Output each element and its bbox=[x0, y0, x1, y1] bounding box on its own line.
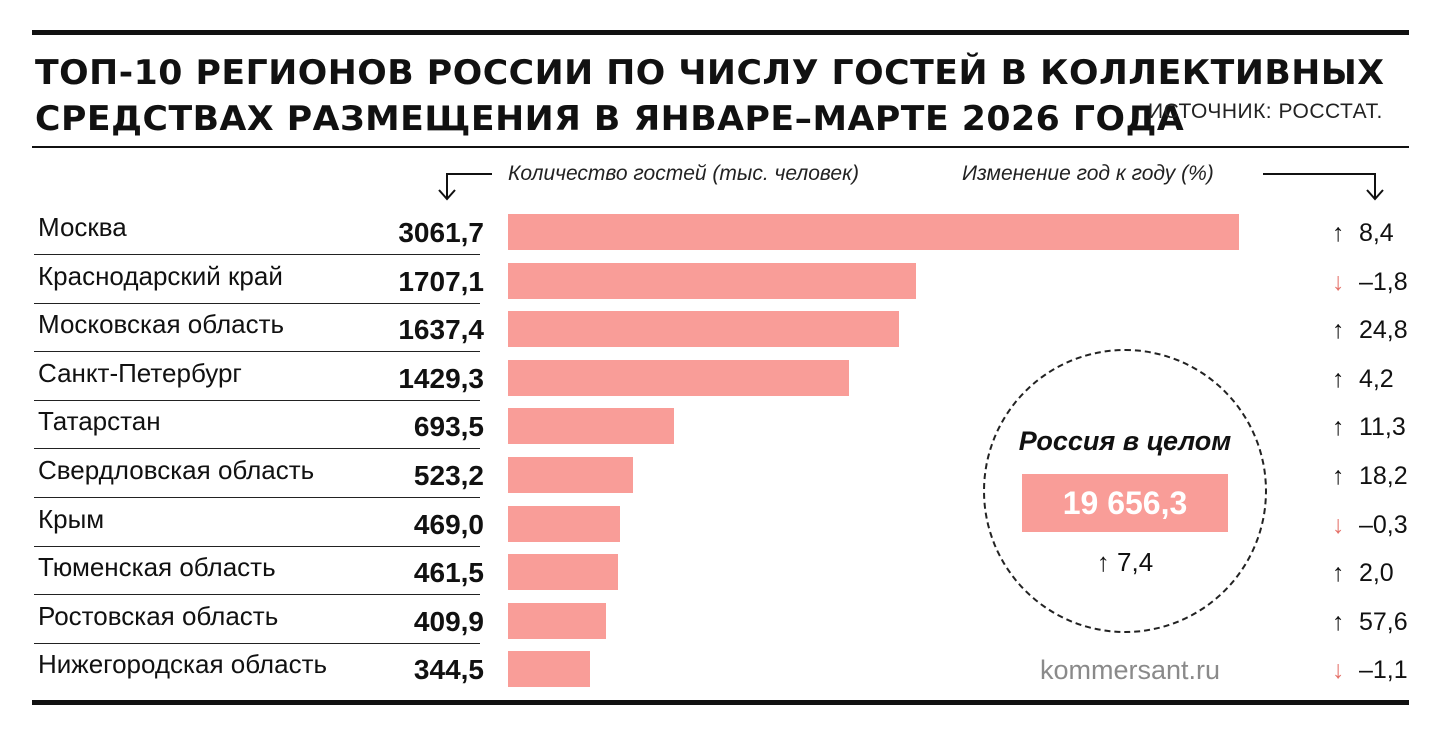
bar bbox=[508, 554, 619, 591]
change-column-header: Изменение год к году (%) bbox=[962, 162, 1214, 185]
change-header-arrow-icon bbox=[1263, 173, 1384, 201]
row-separator bbox=[34, 351, 480, 353]
up-arrow-icon: ↑ bbox=[1332, 462, 1345, 490]
up-arrow-icon: ↑ bbox=[1332, 364, 1345, 393]
bar bbox=[508, 262, 916, 299]
region-name: Крым bbox=[38, 503, 105, 534]
yoy-change: ↑ 11,3 bbox=[1332, 409, 1406, 445]
row-separator bbox=[34, 448, 480, 450]
region-row: Свердловская область 523,2 ↑ 18,2 bbox=[34, 452, 1409, 496]
bottom-rule bbox=[32, 700, 1409, 705]
yoy-change-value: –1,8 bbox=[1352, 267, 1408, 296]
guests-value-label: 3061,7 bbox=[398, 217, 484, 248]
bar bbox=[508, 214, 1239, 250]
down-arrow-icon: ↓ bbox=[1332, 656, 1345, 685]
region-name: Московская область bbox=[38, 309, 285, 340]
source-note: ИСТОЧНИК: РОССТАТ. bbox=[1148, 100, 1383, 123]
yoy-change-value: 8,4 bbox=[1352, 219, 1394, 247]
guests-value-label: 523,2 bbox=[413, 460, 484, 491]
yoy-change: ↑ 8,4 bbox=[1332, 215, 1394, 251]
bar bbox=[508, 311, 899, 348]
total-label: Россия в целом bbox=[1018, 426, 1232, 456]
region-row: Санкт-Петербург 1429,3 ↑ 4,2 bbox=[34, 355, 1409, 399]
region-row: Краснодарский край 1707,1 ↓ –1,8 bbox=[34, 258, 1409, 302]
bar bbox=[508, 651, 591, 688]
up-arrow-icon: ↑ bbox=[1332, 316, 1345, 345]
yoy-change: ↓ –1,1 bbox=[1332, 652, 1408, 688]
region-row: Тюменская область 461,5 ↑ 2,0 bbox=[34, 549, 1409, 593]
region-row: Татарстан 693,5 ↑ 11,3 bbox=[34, 403, 1409, 447]
row-separator bbox=[34, 545, 480, 547]
yoy-change-value: 18,2 bbox=[1352, 462, 1408, 490]
region-row: Крым 469,0 ↓ –0,3 bbox=[34, 501, 1409, 545]
yoy-change: ↓ –0,3 bbox=[1332, 507, 1408, 543]
bar bbox=[508, 359, 850, 396]
region-name: Ростовская область bbox=[38, 600, 279, 631]
yoy-change: ↑ 18,2 bbox=[1332, 458, 1408, 494]
yoy-change-value: –1,1 bbox=[1352, 656, 1408, 685]
region-name: Краснодарский край bbox=[38, 260, 283, 291]
yoy-change: ↑ 4,2 bbox=[1332, 361, 1394, 397]
yoy-change-value: 2,0 bbox=[1352, 559, 1394, 588]
row-separator bbox=[34, 399, 480, 401]
up-arrow-icon: ↑ bbox=[1332, 219, 1345, 247]
row-separator bbox=[34, 642, 480, 644]
title-line-1: ТОП-10 РЕГИОНОВ РОССИИ ПО ЧИСЛУ ГОСТЕЙ В… bbox=[35, 53, 1385, 93]
guests-value-label: 469,0 bbox=[413, 508, 484, 540]
guests-value-label: 1707,1 bbox=[398, 265, 484, 297]
up-arrow-icon: ↑ bbox=[1332, 559, 1345, 588]
bar bbox=[508, 505, 620, 542]
guests-value-label: 344,5 bbox=[413, 654, 484, 686]
region-name: Татарстан bbox=[38, 406, 161, 437]
guests-value-label: 461,5 bbox=[413, 557, 484, 589]
region-row: Нижегородская область 344,5 ↓ –1,1 bbox=[34, 646, 1409, 690]
yoy-change-value: 11,3 bbox=[1352, 413, 1406, 442]
yoy-change: ↑ 57,6 bbox=[1332, 604, 1408, 640]
region-name: Санкт-Петербург bbox=[38, 357, 242, 388]
row-separator bbox=[34, 594, 480, 596]
up-arrow-icon: ↑ bbox=[1332, 413, 1345, 442]
header-rule bbox=[32, 146, 1409, 148]
title-line-2: СРЕДСТВАХ РАЗМЕЩЕНИЯ В ЯНВАРЕ–МАРТЕ 2026… bbox=[35, 99, 1185, 139]
yoy-change-value: 57,6 bbox=[1352, 607, 1408, 636]
yoy-change-value: 4,2 bbox=[1352, 364, 1394, 393]
bar bbox=[508, 408, 674, 445]
credit: kommersant.ru bbox=[1040, 655, 1221, 685]
yoy-change-value: 24,8 bbox=[1352, 316, 1408, 345]
region-name: Нижегородская область bbox=[38, 649, 328, 680]
region-row: Ростовская область 409,9 ↑ 57,6 bbox=[34, 598, 1409, 642]
down-arrow-icon: ↓ bbox=[1332, 267, 1345, 296]
guests-value-label: 693,5 bbox=[413, 411, 484, 443]
yoy-change: ↑ 2,0 bbox=[1332, 555, 1394, 591]
region-row: Московская область 1637,4 ↑ 24,8 bbox=[34, 306, 1409, 350]
region-row: Москва 3061,7 ↑ 8,4 bbox=[34, 209, 1409, 253]
region-name: Тюменская область bbox=[38, 552, 276, 583]
bar bbox=[508, 457, 633, 493]
guests-value-label: 1637,4 bbox=[398, 314, 484, 346]
chart-title: ТОП-10 РЕГИОНОВ РОССИИ ПО ЧИСЛУ ГОСТЕЙ В… bbox=[35, 50, 1385, 142]
region-name: Свердловская область bbox=[38, 455, 315, 485]
total-change: ↑ 7,4 bbox=[985, 547, 1265, 578]
russia-total-circle: Россия в целом 19 656,3 ↑ 7,4 bbox=[983, 349, 1267, 633]
up-arrow-icon: ↑ bbox=[1332, 607, 1345, 636]
guests-value-label: 409,9 bbox=[413, 605, 484, 637]
row-separator bbox=[34, 254, 480, 255]
yoy-change-value: –0,3 bbox=[1352, 510, 1408, 539]
yoy-change: ↓ –1,8 bbox=[1332, 264, 1408, 300]
total-value: 19 656,3 bbox=[1022, 474, 1228, 532]
down-arrow-icon: ↓ bbox=[1332, 510, 1345, 539]
yoy-change: ↑ 24,8 bbox=[1332, 312, 1408, 348]
top-rule bbox=[32, 30, 1409, 35]
total-change-value: 7,4 bbox=[1117, 547, 1154, 577]
guests-header-arrow-icon bbox=[438, 173, 492, 201]
guests-value-label: 1429,3 bbox=[398, 362, 484, 394]
region-name: Москва bbox=[38, 212, 127, 242]
row-separator bbox=[34, 497, 480, 498]
row-separator bbox=[34, 302, 480, 304]
bar bbox=[508, 602, 606, 639]
up-arrow-icon: ↑ bbox=[1096, 547, 1110, 577]
guests-column-header: Количество гостей (тыс. человек) bbox=[508, 162, 859, 185]
